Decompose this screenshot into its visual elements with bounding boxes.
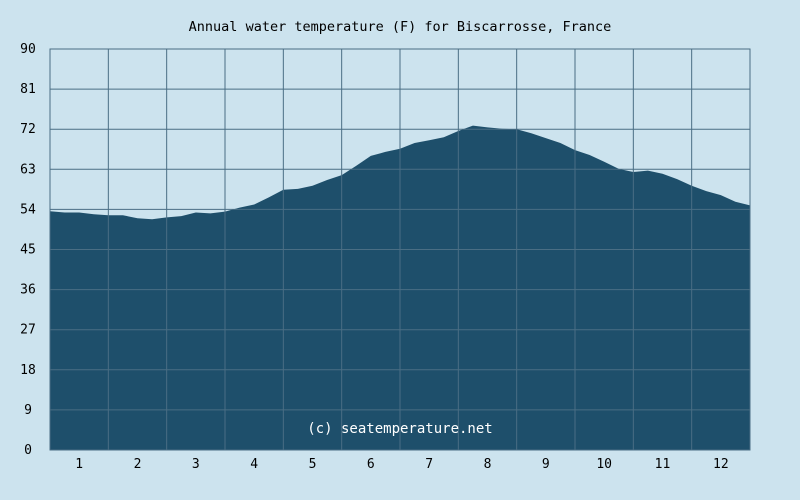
x-tick-label: 12 — [713, 457, 729, 472]
y-tick-label: 72 — [20, 122, 36, 137]
x-tick-label: 7 — [425, 457, 433, 472]
x-tick-label: 10 — [596, 457, 612, 472]
x-tick-label: 8 — [484, 457, 492, 472]
grid-layer — [49, 48, 751, 451]
y-tick-label: 81 — [20, 82, 36, 97]
y-tick-label: 0 — [24, 443, 32, 458]
y-axis-ticks: 0 9 18 27 36 45 54 63 72 81 90 — [20, 42, 36, 458]
x-tick-label: 4 — [250, 457, 258, 472]
y-tick-label: 90 — [20, 42, 36, 57]
x-tick-label: 11 — [655, 457, 671, 472]
x-tick-label: 2 — [134, 457, 142, 472]
chart-title: Annual water temperature (F) for Biscarr… — [188, 19, 612, 35]
y-tick-label: 18 — [20, 363, 36, 378]
x-tick-label: 6 — [367, 457, 375, 472]
x-tick-label: 3 — [192, 457, 200, 472]
x-tick-label: 1 — [75, 457, 83, 472]
x-tick-label: 5 — [309, 457, 317, 472]
y-tick-label: 36 — [20, 283, 36, 298]
y-tick-label: 63 — [20, 162, 36, 177]
y-tick-label: 54 — [20, 202, 36, 217]
y-tick-label: 45 — [20, 243, 36, 258]
x-tick-label: 9 — [542, 457, 550, 472]
watermark-text: (c) seatemperature.net — [307, 421, 492, 437]
y-tick-label: 9 — [24, 403, 32, 418]
plot-border — [49, 48, 751, 451]
y-tick-label: 27 — [20, 323, 36, 338]
x-axis-ticks: 1 2 3 4 5 6 7 8 9 10 11 12 — [75, 457, 728, 472]
